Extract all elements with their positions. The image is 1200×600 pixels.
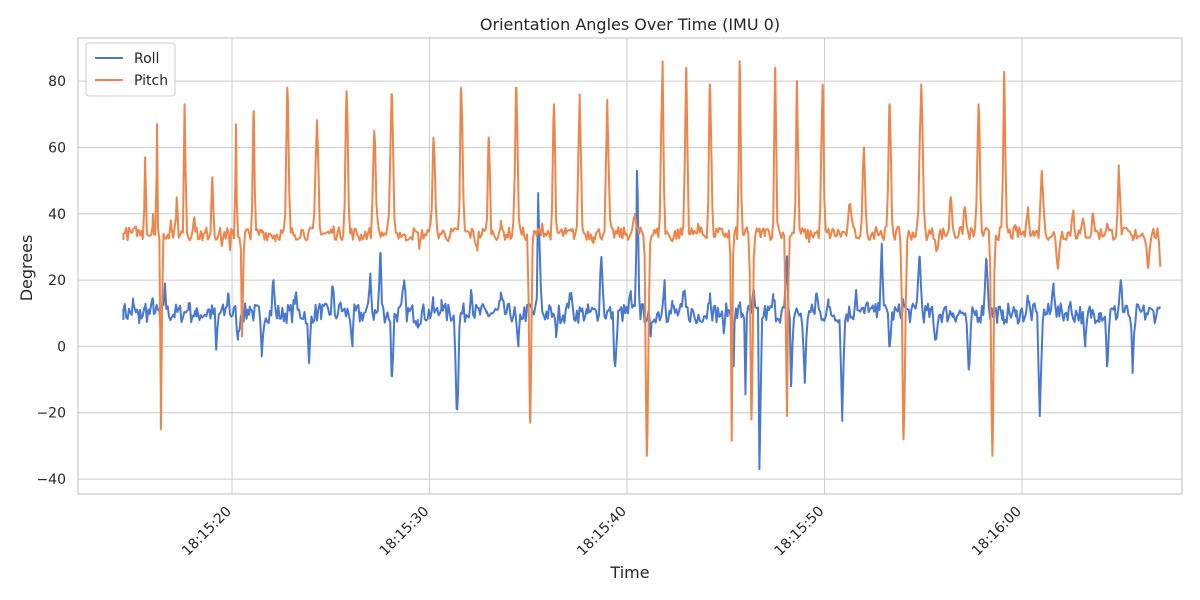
chart-title: Orientation Angles Over Time (IMU 0) — [480, 15, 780, 34]
y-tick-label: −20 — [36, 406, 66, 422]
x-tick-label: 18:15:30 — [377, 504, 433, 560]
y-tick-label: 80 — [48, 74, 66, 90]
series-line-pitch — [122, 60, 1162, 457]
y-tick-labels: −40 −20 0 20 40 60 80 — [36, 74, 66, 488]
x-tick-label: 18:15:50 — [772, 504, 828, 560]
legend: Roll Pitch — [85, 42, 176, 97]
y-tick-label: 60 — [48, 140, 66, 156]
series-line-roll — [122, 169, 1162, 471]
x-tick-labels: 18:15:20 18:15:30 18:15:40 18:15:50 18:16:00 — [179, 504, 1025, 560]
y-tick-label: 40 — [48, 207, 66, 223]
x-tick-label: 18:15:40 — [574, 504, 630, 560]
x-axis-label: Time — [609, 563, 649, 582]
legend-label-roll: Roll — [134, 51, 159, 67]
plot-frame — [77, 37, 1183, 495]
legend-box — [85, 42, 176, 97]
y-tick-label: 0 — [57, 339, 66, 355]
y-axis-label: Degrees — [17, 235, 36, 302]
x-tick-label: 18:16:00 — [969, 504, 1025, 560]
y-tick-label: 20 — [48, 273, 66, 289]
x-tick-label: 18:15:20 — [179, 504, 235, 560]
y-tick-label: −40 — [36, 472, 66, 488]
plot-background — [78, 38, 1182, 494]
legend-label-pitch: Pitch — [134, 73, 168, 89]
series-lines — [122, 60, 1162, 471]
